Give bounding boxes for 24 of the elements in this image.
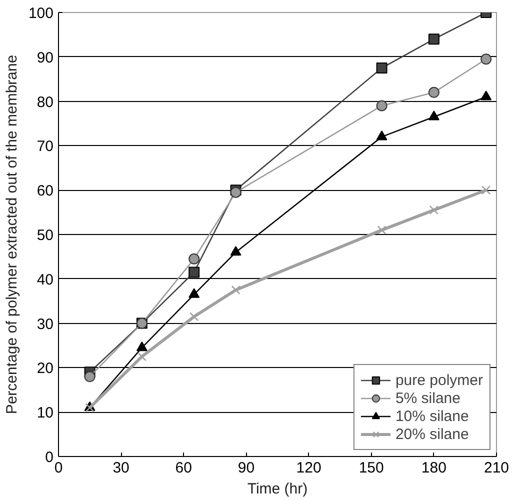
x-tick-label: 30 [112, 460, 130, 476]
x-axis-title: Time (hr) [247, 480, 308, 498]
legend-label: 5% silane [395, 389, 460, 407]
x-tick-label: 180 [421, 460, 446, 476]
y-tick-label: 0 [45, 449, 54, 466]
legend-label: 20% silane [395, 425, 469, 443]
y-tick-label: 50 [36, 227, 54, 244]
y-tick-label: 90 [36, 49, 54, 66]
x-tick-label: 210 [484, 460, 510, 476]
y-tick-label: 80 [36, 94, 54, 111]
y-tick-label: 10 [36, 404, 54, 422]
x-tick-label: 150 [358, 460, 384, 476]
x-tick-label: 120 [296, 460, 322, 476]
legend-label: pure polymer [395, 371, 483, 389]
y-tick-label: 20 [36, 360, 54, 378]
x-tick-label: 60 [175, 460, 192, 476]
y-axis-title: Percentage of polymer extracted out of the membrane [3, 54, 20, 414]
y-tick-label: 100 [28, 5, 54, 22]
y-tick-label: 60 [36, 182, 54, 200]
y-tick-label: 40 [36, 271, 54, 288]
legend-label: 10% silane [395, 407, 469, 425]
y-tick-label: 30 [36, 316, 54, 333]
y-tick-label: 70 [36, 138, 54, 156]
x-tick-label: 90 [238, 460, 255, 476]
